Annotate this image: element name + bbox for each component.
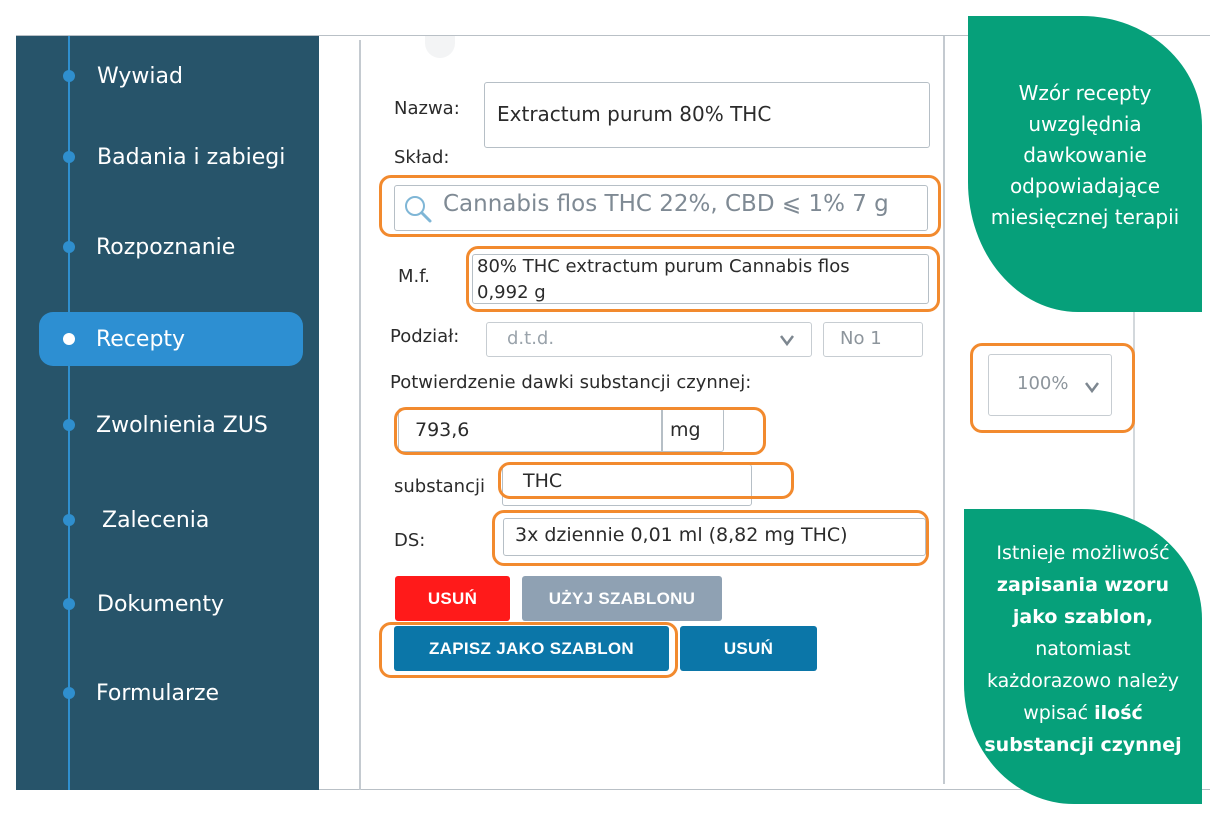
composition-search-input[interactable]: Cannabis flos THC 22%, CBD ⩽ 1% 7 g xyxy=(394,185,928,231)
sidebar-item-label: Wywiad xyxy=(97,63,183,89)
ds-field[interactable]: 3x dziennie 0,01 ml (8,82 mg THC) xyxy=(503,518,926,556)
sidebar: Wywiad Badania i zabiegi Rozpoznanie Rec… xyxy=(16,36,319,790)
sidebar-item-recepty[interactable]: Recepty xyxy=(39,312,303,366)
dose-value: 793,6 xyxy=(415,419,470,441)
chevron-down-icon xyxy=(779,332,795,351)
delete-button-blue[interactable]: USUŃ xyxy=(680,626,817,671)
name-value: Extractum purum 80% THC xyxy=(497,102,772,126)
percent-value: 100% xyxy=(1017,373,1069,394)
dose-confirm-label: Potwierdzenie dawki substancji czynnej: xyxy=(390,372,752,393)
panel-right-border xyxy=(943,36,945,784)
timeline-dot xyxy=(63,419,75,431)
name-field[interactable]: Extractum purum 80% THC xyxy=(484,82,930,148)
sidebar-item-label: Zwolnienia ZUS xyxy=(96,412,268,438)
callout-line-bold: ilość xyxy=(1094,702,1143,724)
callout-line-bold: substancji czynnej xyxy=(984,734,1182,756)
percent-select[interactable]: 100% xyxy=(988,354,1112,416)
delete-button-red[interactable]: USUŃ xyxy=(395,576,510,621)
callout-line: każdorazowo należy xyxy=(986,670,1180,692)
use-template-button[interactable]: UŻYJ SZABLONU xyxy=(522,576,722,621)
timeline-dot xyxy=(63,241,75,253)
timeline-dot xyxy=(63,333,75,345)
callout-line-bold: jako szablon, xyxy=(1012,606,1154,628)
mf-field[interactable]: 80% THC extractum purum Cannabis flos 0,… xyxy=(472,254,929,304)
callout-save-template: Istnieje możliwość zapisania wzoru jako … xyxy=(964,509,1202,804)
unit-divider xyxy=(661,409,663,451)
mf-label: M.f. xyxy=(398,266,431,287)
chevron-down-icon xyxy=(1084,379,1100,398)
callout-line: Istnieje możliwość xyxy=(996,542,1170,564)
scroll-handle xyxy=(425,36,455,58)
division-label: Podział: xyxy=(390,326,460,347)
division-select[interactable]: d.t.d. xyxy=(486,322,812,357)
substance-label: substancji xyxy=(394,476,485,497)
timeline-dot xyxy=(63,687,75,699)
timeline-dot xyxy=(63,514,75,526)
sidebar-item-label: Dokumenty xyxy=(97,591,224,617)
division-value: d.t.d. xyxy=(507,328,555,349)
mf-line-1: 80% THC extractum purum Cannabis flos xyxy=(477,256,850,277)
callout-monthly-therapy: Wzór recepty uwzględnia dawkowanie odpow… xyxy=(968,16,1202,312)
panel-left-border xyxy=(359,40,361,790)
substance-field[interactable]: THC xyxy=(502,464,752,506)
composition-value: Cannabis flos THC 22%, CBD ⩽ 1% 7 g xyxy=(443,191,889,217)
search-icon xyxy=(403,194,433,228)
division-count: No 1 xyxy=(840,328,882,349)
dose-field[interactable]: 793,6 mg xyxy=(398,408,724,452)
timeline-dot xyxy=(63,151,75,163)
ds-label: DS: xyxy=(394,530,426,551)
sidebar-item-label: Rozpoznanie xyxy=(96,234,236,260)
callout-line: miesięcznej terapii xyxy=(990,205,1180,229)
mf-line-2: 0,992 g xyxy=(477,282,546,303)
callout-line-bold: zapisania wzoru xyxy=(996,574,1170,596)
callout-line: Wzór recepty xyxy=(1018,81,1152,105)
callout-line: wpisać xyxy=(1023,702,1095,724)
side-divider xyxy=(1133,300,1135,530)
sidebar-item-label: Formularze xyxy=(96,680,220,706)
callout-line: dawkowanie xyxy=(1023,143,1147,167)
sidebar-timeline xyxy=(68,36,70,790)
timeline-dot xyxy=(63,598,75,610)
sidebar-item-label: Zalecenia xyxy=(102,507,210,533)
composition-label: Skład: xyxy=(394,147,450,168)
ds-value: 3x dziennie 0,01 ml (8,82 mg THC) xyxy=(515,524,848,546)
name-label: Nazwa: xyxy=(394,98,460,119)
callout-line: natomiast xyxy=(1035,638,1131,660)
division-count-field[interactable]: No 1 xyxy=(823,322,923,357)
dose-unit: mg xyxy=(670,419,701,441)
sidebar-item-label: Recepty xyxy=(96,326,186,352)
substance-value: THC xyxy=(523,470,563,492)
save-as-template-button[interactable]: ZAPISZ JAKO SZABLON xyxy=(394,626,669,671)
callout-line: uwzględnia xyxy=(1028,112,1142,136)
timeline-dot xyxy=(63,70,75,82)
sidebar-item-label: Badania i zabiegi xyxy=(97,144,286,170)
callout-line: odpowiadające xyxy=(1009,174,1161,198)
